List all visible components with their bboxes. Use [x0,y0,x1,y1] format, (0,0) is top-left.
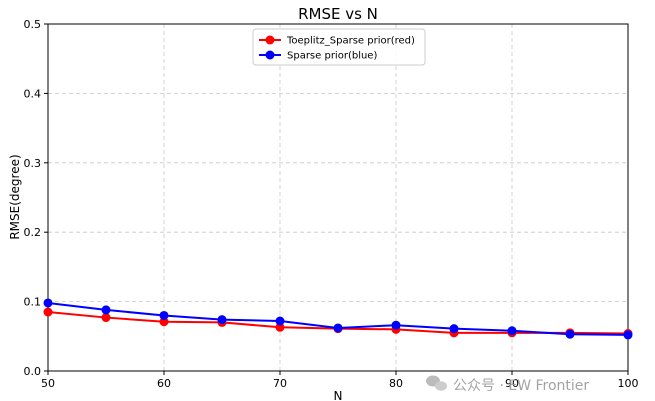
series-1-point [275,316,285,326]
plot-frame [47,23,629,372]
x-tick-label: 80 [389,377,403,390]
y-tick-label: 0.5 [24,18,42,31]
series-1-point [391,320,401,330]
y-tick-label: 0.2 [24,226,42,239]
series-1-point [101,305,111,315]
legend-label-red: Toeplitz_Sparse prior(red) [286,36,415,47]
x-tick-label: 70 [273,377,287,390]
series-0-point [43,307,53,317]
legend-marker-red [265,35,275,45]
y-axis: 0.0 0.1 0.2 0.3 0.4 0.5 [24,18,48,378]
x-axis: 50 60 70 80 90 100 [41,371,639,390]
series-1-point [507,326,517,336]
x-tick-label: 60 [157,377,171,390]
series-1-point [43,298,53,308]
series-1-point [449,324,459,334]
series-1-point [333,323,343,333]
y-tick-label: 0.4 [24,87,42,100]
y-axis-label: RMSE(degree) [8,154,22,239]
series-0-point [275,322,285,332]
legend: Toeplitz_Sparse prior(red) Sparse prior(… [252,28,426,66]
x-axis-label: N [334,389,343,401]
wechat-icon [426,375,447,391]
legend-box [252,28,426,66]
series-1-point [159,310,169,320]
series-1-point [565,329,575,339]
x-tick-label: 100 [618,377,639,390]
watermark-text: 公众号 · EW Frontier [453,378,589,394]
y-tick-label: 0.3 [24,157,42,170]
x-tick-label: 90 [505,377,519,390]
series-1-point [217,315,227,325]
watermark: 公众号 · EW Frontier [426,375,589,394]
legend-marker-blue [265,50,275,60]
legend-label-blue: Sparse prior(blue) [287,51,377,62]
chart-title: RMSE vs N [298,5,378,23]
x-tick-label: 50 [41,377,55,390]
series-0-point [159,317,169,327]
series-0-point [101,313,111,323]
series-group [43,298,633,340]
y-tick-label: 0.0 [24,365,42,378]
series-1-point [623,330,633,340]
y-tick-label: 0.1 [24,296,42,309]
